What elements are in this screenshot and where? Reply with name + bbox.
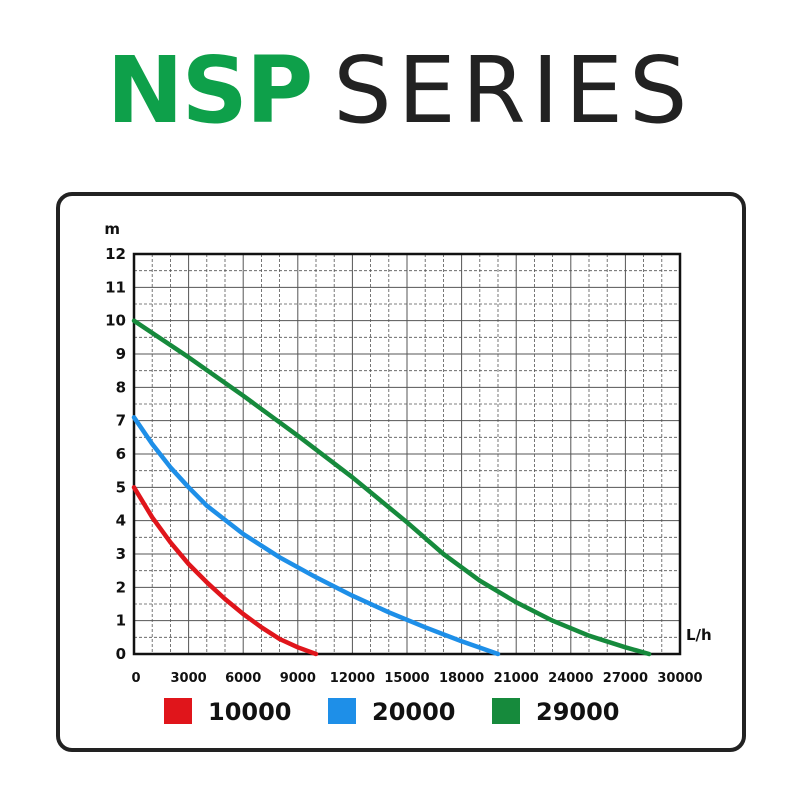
y-tick-label: 4 xyxy=(116,512,126,530)
x-tick-label: 27000 xyxy=(603,671,648,686)
x-tick-label: 24000 xyxy=(548,671,593,686)
x-tick-label: 3000 xyxy=(171,671,207,686)
page-title: NSP SERIES xyxy=(0,36,800,146)
legend-swatch-10000 xyxy=(164,698,192,724)
y-tick-label: 12 xyxy=(105,245,126,263)
x-tick-label: 12000 xyxy=(330,671,375,686)
legend-swatch-20000 xyxy=(328,698,356,724)
x-tick-label: 0 xyxy=(131,671,140,686)
series-line-29000 xyxy=(131,318,652,657)
y-tick-label: 6 xyxy=(116,445,126,463)
y-tick-label: 0 xyxy=(116,645,126,663)
series-line-10000 xyxy=(131,485,319,657)
title-bold-part: NSP xyxy=(106,37,314,144)
legend-label-20000: 20000 xyxy=(372,698,456,726)
plot-border xyxy=(132,252,682,656)
y-tick-label: 3 xyxy=(116,545,126,563)
y-tick-label: 7 xyxy=(116,412,126,430)
series-line-20000 xyxy=(131,415,501,657)
title-light-part: SERIES xyxy=(333,37,694,144)
legend-swatch-29000 xyxy=(492,698,520,724)
x-tick-label: 9000 xyxy=(280,671,316,686)
y-tick-label: 5 xyxy=(116,478,126,496)
y-tick-label: 9 xyxy=(116,345,126,363)
legend-label-29000: 29000 xyxy=(536,698,620,726)
y-axis-label: m xyxy=(104,220,120,238)
legend-label-10000: 10000 xyxy=(208,698,292,726)
y-tick-label: 10 xyxy=(105,312,126,330)
x-tick-label: 30000 xyxy=(657,671,702,686)
x-tick-label: 6000 xyxy=(225,671,261,686)
x-tick-label: 21000 xyxy=(494,671,539,686)
y-tick-label: 1 xyxy=(116,612,126,630)
x-tick-label: 15000 xyxy=(384,671,429,686)
y-tick-label: 2 xyxy=(116,578,126,596)
y-tick-label: 8 xyxy=(116,378,126,396)
x-axis-label: L/h xyxy=(686,626,712,644)
y-tick-label: 11 xyxy=(105,278,126,296)
x-tick-label: 18000 xyxy=(439,671,484,686)
chart-frame: 0 1 2 3 4 5 6 7 8 9 10 11 12 0 3000 6000 9000 12000 15000 1… xyxy=(56,192,746,752)
